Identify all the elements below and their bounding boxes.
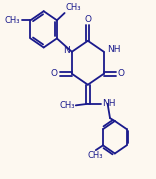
Text: NH: NH <box>102 99 116 108</box>
Text: CH₃: CH₃ <box>59 101 75 110</box>
Text: O: O <box>84 15 91 24</box>
Text: CH₃: CH₃ <box>87 151 103 160</box>
Text: N: N <box>63 46 70 55</box>
Text: NH: NH <box>107 45 120 54</box>
Text: O: O <box>118 69 125 78</box>
Text: CH₃: CH₃ <box>66 3 81 12</box>
Text: CH₃: CH₃ <box>5 16 20 25</box>
Text: O: O <box>51 69 58 78</box>
